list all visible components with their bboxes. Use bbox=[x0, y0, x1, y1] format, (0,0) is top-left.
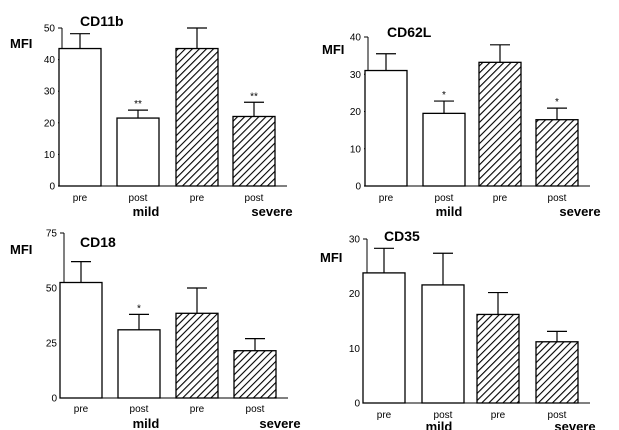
x-tick-label: post bbox=[129, 193, 148, 204]
bar-pre-severe bbox=[175, 312, 219, 399]
y-axis-label: MFI bbox=[10, 242, 32, 257]
x-tick-label: post bbox=[548, 193, 567, 204]
y-tick-label: 20 bbox=[350, 107, 362, 118]
x-tick-label: pre bbox=[379, 193, 394, 204]
chart-title: CD18 bbox=[80, 234, 116, 250]
group-label-mild: mild bbox=[426, 419, 453, 430]
bar-post-severe bbox=[232, 115, 276, 187]
bar-post-severe bbox=[535, 341, 579, 404]
group-label-severe: severe bbox=[251, 204, 292, 219]
y-tick-label: 40 bbox=[44, 55, 56, 66]
y-tick-label: 30 bbox=[349, 235, 361, 246]
x-tick-label: post bbox=[130, 404, 149, 415]
bar-pre-mild bbox=[58, 47, 102, 187]
x-tick-label: pre bbox=[73, 193, 88, 204]
y-tick-label: 50 bbox=[46, 284, 58, 295]
y-tick-label: 20 bbox=[349, 289, 361, 300]
bar-post-mild bbox=[421, 284, 465, 404]
y-axis-label: MFI bbox=[322, 42, 344, 57]
bar-post-severe bbox=[233, 350, 277, 399]
bar-pre-mild bbox=[364, 69, 408, 187]
bar-post-mild bbox=[117, 329, 161, 399]
x-tick-label: pre bbox=[493, 193, 508, 204]
x-tick-label: pre bbox=[491, 410, 506, 421]
bar-pre-severe bbox=[476, 313, 520, 404]
x-tick-label: pre bbox=[190, 404, 205, 415]
y-tick-label: 75 bbox=[46, 229, 58, 240]
y-tick-label: 10 bbox=[350, 144, 362, 155]
x-tick-label: post bbox=[246, 404, 265, 415]
y-tick-label: 0 bbox=[354, 399, 360, 410]
y-tick-label: 10 bbox=[44, 150, 56, 161]
bar-post-mild bbox=[116, 117, 160, 187]
y-tick-label: 40 bbox=[350, 33, 362, 44]
y-tick-label: 0 bbox=[51, 394, 57, 405]
chart-title: CD11b bbox=[80, 13, 124, 29]
group-label-severe: severe bbox=[559, 204, 600, 219]
bar-post-mild bbox=[422, 112, 466, 187]
bar-pre-severe bbox=[478, 61, 522, 187]
significance-mark: ** bbox=[250, 91, 258, 102]
significance-mark: * bbox=[555, 97, 559, 108]
y-tick-label: 50 bbox=[44, 24, 56, 35]
significance-mark: ** bbox=[134, 99, 142, 110]
y-tick-label: 25 bbox=[46, 339, 58, 350]
bar-post-severe bbox=[535, 119, 579, 187]
y-tick-label: 20 bbox=[44, 118, 56, 129]
y-tick-label: 30 bbox=[44, 87, 56, 98]
y-tick-label: 30 bbox=[350, 70, 362, 81]
x-tick-label: post bbox=[245, 193, 264, 204]
x-tick-label: pre bbox=[377, 410, 392, 421]
y-tick-label: 0 bbox=[49, 182, 55, 193]
x-tick-label: pre bbox=[190, 193, 205, 204]
bar-pre-mild bbox=[59, 281, 103, 399]
chart-title: CD35 bbox=[384, 228, 420, 244]
significance-mark: * bbox=[442, 90, 446, 101]
group-label-mild: mild bbox=[133, 416, 160, 430]
bar-pre-severe bbox=[175, 47, 219, 187]
group-label-severe: severe bbox=[554, 419, 595, 430]
x-tick-label: pre bbox=[74, 404, 89, 415]
x-tick-label: post bbox=[548, 410, 567, 421]
y-tick-label: 0 bbox=[355, 182, 361, 193]
y-axis-label: MFI bbox=[320, 250, 342, 265]
group-label-mild: mild bbox=[436, 204, 463, 219]
x-tick-label: post bbox=[434, 410, 453, 421]
group-label-severe: severe bbox=[259, 416, 300, 430]
significance-mark: * bbox=[137, 303, 141, 314]
bar-pre-mild bbox=[362, 272, 406, 404]
chart-title: CD62L bbox=[387, 24, 432, 40]
y-tick-label: 10 bbox=[349, 344, 361, 355]
group-label-mild: mild bbox=[133, 204, 160, 219]
y-axis-label: MFI bbox=[10, 36, 32, 51]
x-tick-label: post bbox=[435, 193, 454, 204]
